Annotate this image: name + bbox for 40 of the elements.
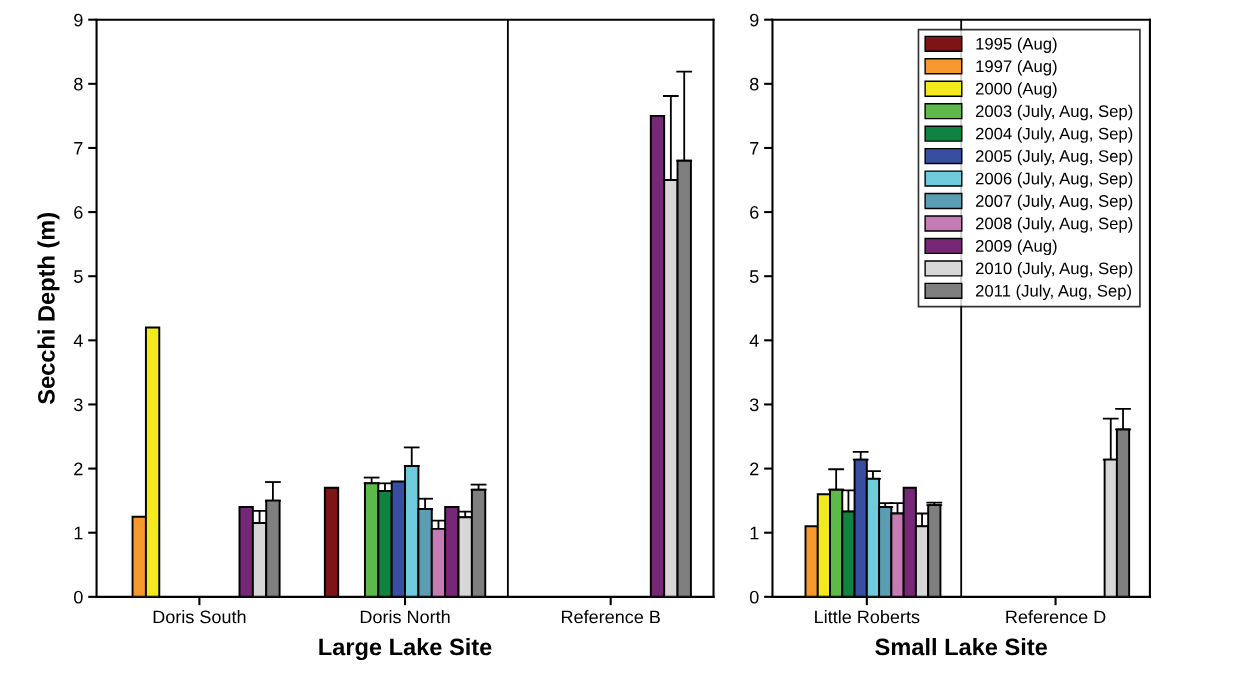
legend-label: 2000 (Aug) bbox=[975, 82, 1057, 98]
legend-label: 2010 (July, Aug, Sep) bbox=[975, 262, 1133, 278]
y-tick-label: 5 bbox=[74, 270, 83, 283]
y-tick-label: 4 bbox=[73, 334, 83, 347]
y-axis-title: Secchi Depth (m) bbox=[37, 213, 60, 405]
legend-label: 2007 (July, Aug, Sep) bbox=[975, 194, 1133, 211]
y-tick-label: 2 bbox=[750, 462, 759, 476]
y-tick-label: 3 bbox=[749, 398, 759, 412]
y-tick-label: 6 bbox=[74, 206, 83, 219]
legend-label: 2008 (July, Aug, Sep) bbox=[975, 217, 1133, 233]
y-tick-label: 8 bbox=[74, 77, 83, 91]
y-tick-label: 4 bbox=[749, 334, 759, 347]
x-tick-label: Reference D bbox=[1006, 610, 1106, 624]
y-tick-label: 0 bbox=[749, 590, 759, 604]
y-tick-label: 3 bbox=[74, 398, 83, 412]
legend-label: 2006 (July, Aug, Sep) bbox=[975, 172, 1133, 188]
y-tick-label: 9 bbox=[750, 13, 759, 27]
y-tick-label: 1 bbox=[74, 526, 83, 540]
x-tick-label: Doris South bbox=[153, 610, 246, 624]
y-tick-label: 6 bbox=[750, 206, 759, 219]
x-axis-title: Large Lake Site bbox=[319, 637, 492, 661]
x-tick-label: Doris North bbox=[360, 610, 450, 624]
legend-label: 2004 (July, Aug, Sep) bbox=[975, 127, 1133, 143]
legend-label: 1997 (Aug) bbox=[976, 59, 1057, 76]
legend-label: 1995 (Aug) bbox=[976, 37, 1057, 53]
legend-label: 2011 (July, Aug, Sep) bbox=[975, 284, 1131, 301]
legend-label: 2003 (July, Aug, Sep) bbox=[975, 104, 1133, 121]
y-tick-label: 7 bbox=[750, 142, 759, 155]
x-tick-label: Little Roberts bbox=[815, 610, 920, 624]
y-tick-label: 7 bbox=[74, 142, 83, 155]
y-tick-label: 1 bbox=[750, 526, 759, 540]
y-tick-label: 0 bbox=[74, 590, 83, 604]
y-tick-label: 5 bbox=[749, 270, 759, 283]
legend-label: 2009 (Aug) bbox=[975, 239, 1057, 256]
x-tick-label: Reference B bbox=[562, 610, 660, 624]
y-tick-label: 8 bbox=[750, 77, 759, 91]
legend-label: 2005 (July, Aug, Sep) bbox=[975, 149, 1133, 166]
y-tick-label: 2 bbox=[74, 462, 83, 476]
x-axis-title: Small Lake Site bbox=[875, 637, 1048, 656]
y-tick-label: 9 bbox=[74, 13, 83, 27]
